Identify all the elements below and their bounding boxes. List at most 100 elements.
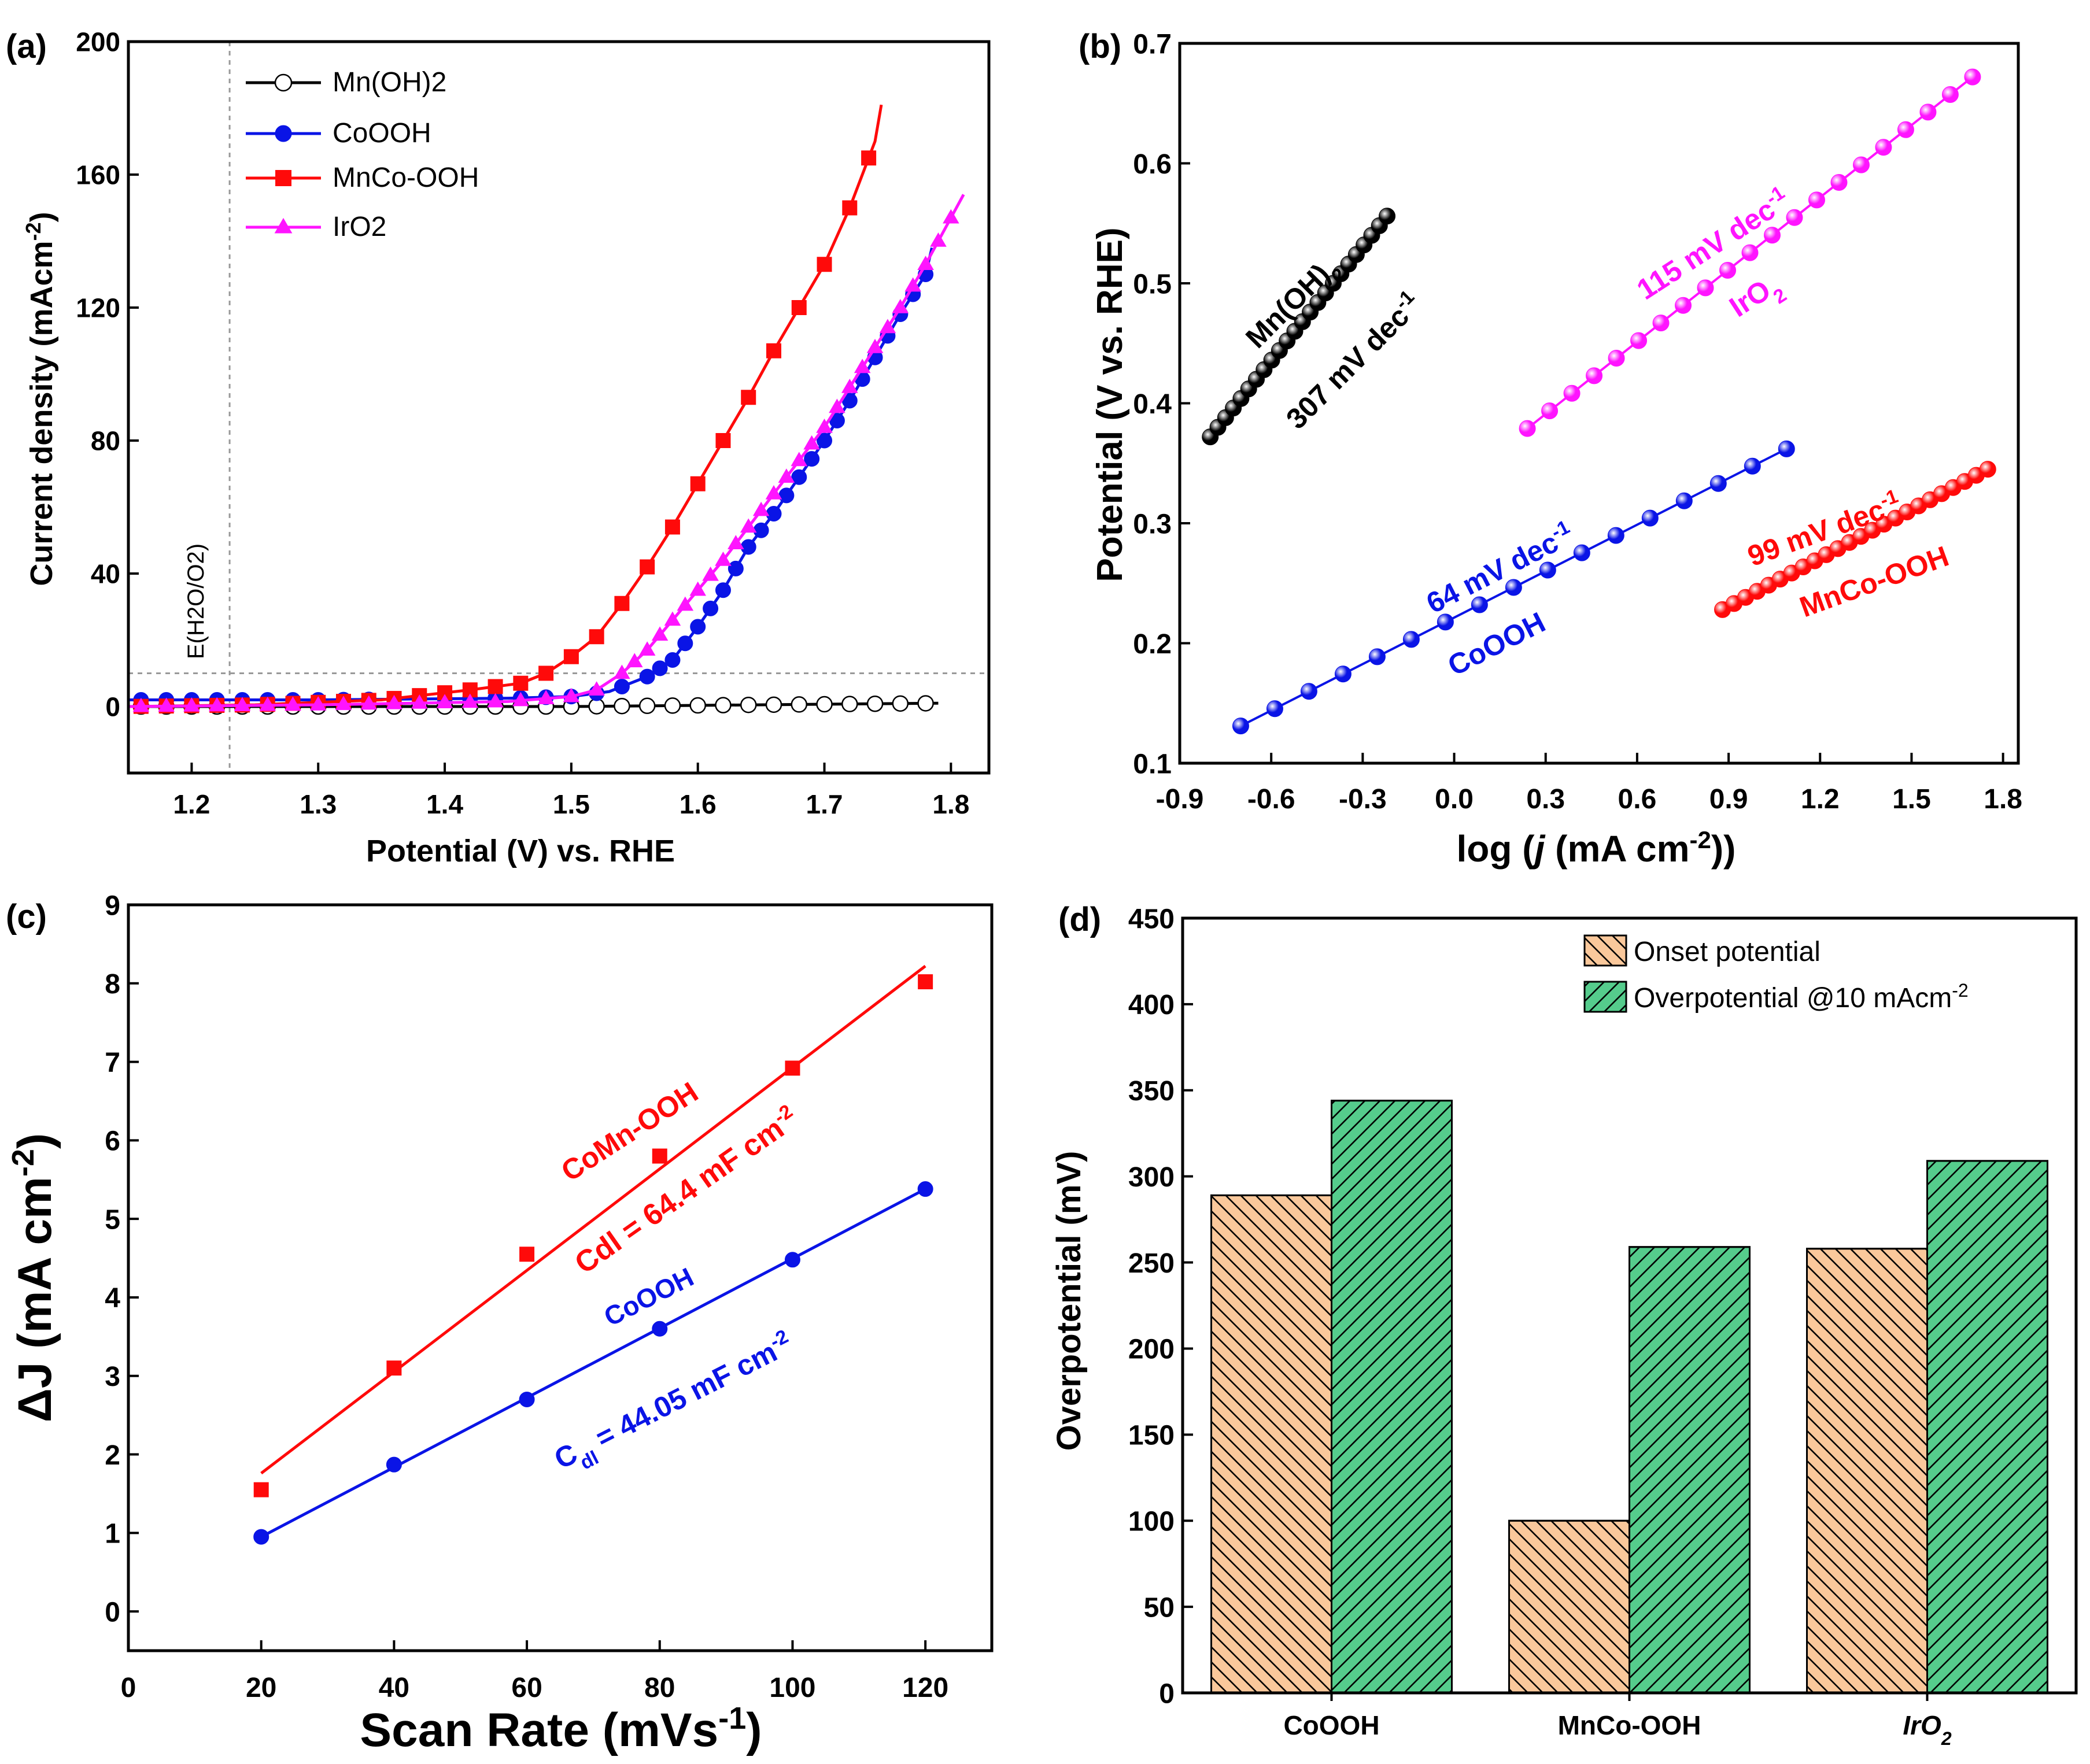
series-line: [128, 194, 965, 708]
panel-b-x-tick-label: 0.6: [1618, 784, 1657, 815]
series-line: [128, 247, 933, 701]
data-point: [740, 518, 757, 533]
label-coooh-c: CoOOH: [599, 1262, 699, 1332]
panel-a-plot: 1.2 1.3 1.4 1.5 1.6 1.7 1.8 0 40 80 120 160 200: [76, 27, 989, 819]
data-point: [892, 695, 909, 712]
panel-a-x-tick-label: 1.7: [806, 789, 843, 819]
panel-d-legend: Onset potential Overpotential @10 mAcm-2: [1583, 934, 1969, 1014]
data-point: [1709, 475, 1727, 492]
cap-comnooh: Cdl = 64.4 mF cm-2: [568, 1100, 804, 1281]
legend-onset-swatch-hatch: [1583, 934, 1627, 967]
label-coooh: CoOOH: [1443, 606, 1550, 682]
data-point: [1744, 457, 1761, 475]
panel-b-x-tick-label: 1.8: [1984, 784, 2022, 815]
data-point: [817, 257, 832, 272]
panel-a-frame: [127, 40, 991, 775]
panel-b-x-tick-label: 0.3: [1526, 784, 1565, 815]
panel-b-x-tick-label: 1.5: [1892, 784, 1931, 815]
panel-c-y-axis-label-base: ΔJ (mA cm: [9, 1177, 61, 1422]
fit-line: [260, 1188, 926, 1539]
panel-d-frame: [1181, 916, 2078, 1695]
data-point: [487, 693, 504, 708]
data-point: [1334, 665, 1352, 683]
data-point: [1941, 86, 1959, 103]
data-point: [253, 1482, 269, 1497]
series-MnCo-OOH: [1714, 461, 1996, 618]
category-base: MnCo-OOH: [1558, 1710, 1701, 1740]
data-point: [1300, 683, 1317, 700]
panel-b-x-tick-label: -0.9: [1156, 784, 1204, 815]
panel-c-label: (c): [6, 898, 47, 935]
panel-d-y-axis-label: Overpotential (mV): [1050, 1151, 1088, 1451]
data-point: [1808, 191, 1825, 209]
data-point: [1697, 279, 1714, 297]
legend-iro2: IrO2: [333, 212, 386, 242]
label-iro2-base: IrO: [1723, 273, 1776, 323]
data-point: [640, 559, 655, 575]
data-point: [791, 300, 807, 315]
panel-b-y-axis-label: Potential (V vs. RHE): [1090, 227, 1130, 582]
data-point: [1607, 527, 1624, 544]
bar-hatch-Overpotential @10 mAcm-2-CoOOH: [1331, 1100, 1453, 1694]
panel-d-y-tick-label: 0: [1159, 1678, 1175, 1709]
data-point: [753, 522, 769, 538]
panel-c-frame: [127, 903, 994, 1652]
panel-a-series-group: [128, 104, 965, 715]
panel-c-y-tick-label: 1: [105, 1519, 120, 1549]
panel-b-x-tick-label: -0.3: [1339, 784, 1387, 815]
data-point: [689, 697, 706, 714]
panel-c-plot: 0 20 40 60 80 100 120 0 1 2 3 4 5 6 7 8 9: [105, 890, 948, 1703]
data-point: [664, 519, 680, 535]
data-point: [1675, 297, 1692, 314]
panel-b-y-tick-label: 0.4: [1133, 389, 1172, 420]
data-point: [1437, 613, 1454, 631]
cap-coooh: Cdl = 44.05 mF cm-2: [548, 1325, 802, 1484]
panel-b-y-tick-label: 0.7: [1133, 29, 1172, 60]
panel-a-y-tick-label: 40: [91, 559, 120, 589]
panel-a-x-tick-label: 1.8: [932, 789, 969, 819]
data-point: [854, 358, 871, 373]
data-point: [1368, 648, 1386, 665]
series-IrO2: [128, 194, 965, 712]
data-point: [652, 1148, 667, 1164]
data-point: [1741, 244, 1759, 261]
data-point: [1539, 561, 1556, 579]
data-point: [1630, 332, 1648, 349]
data-point: [785, 1060, 800, 1076]
data-point: [1852, 156, 1870, 173]
data-point: [740, 696, 757, 713]
panel-d-y-tick-label: 200: [1128, 1334, 1175, 1365]
panel-a-y-tick-label: 120: [76, 293, 120, 323]
panel-a-y-tick-label: 200: [76, 27, 120, 57]
data-point: [1471, 596, 1488, 613]
data-point: [917, 256, 934, 270]
panel-a-y-tick-label: 160: [76, 160, 120, 190]
panel-c-y-tick-label: 3: [105, 1362, 120, 1392]
data-point: [917, 695, 934, 712]
data-point: [436, 694, 453, 709]
bar-hatch-Onset potential-IrO2: [1806, 1248, 1928, 1694]
series-line: [128, 104, 883, 708]
panel-a-x-tick-label: 1.2: [173, 789, 210, 819]
data-point: [234, 697, 251, 712]
data-point: [803, 435, 820, 450]
panel-c-x-tick-label: 40: [379, 1673, 409, 1703]
panel-b-y-tick-label: 0.6: [1133, 149, 1172, 180]
data-point: [677, 596, 694, 611]
data-point: [614, 596, 630, 611]
panel-a-y-axis-label-close: ): [24, 212, 59, 222]
panel-c-y-tick-label: 6: [105, 1126, 120, 1157]
data-point: [651, 626, 669, 641]
data-point: [879, 319, 896, 334]
label-comnooh: CoMn-OOH: [555, 1076, 703, 1188]
legend-marker: [274, 73, 293, 92]
panel-a-y-axis-label-sup: -2: [21, 222, 45, 241]
panel-d-category-label: MnCo-OOH: [1558, 1710, 1701, 1740]
panel-c-y-axis-label: ΔJ (mA cm-2): [6, 1133, 61, 1422]
data-point: [664, 611, 681, 626]
data-point: [1786, 209, 1803, 226]
legend-marker: [275, 125, 292, 142]
panel-c-y-axis-label-sup: -2: [6, 1149, 40, 1177]
data-point: [861, 150, 877, 166]
panel-a: (a) 1.2 1.3 1.4 1.5 1.6 1.7 1.804080120160200 …: [6, 27, 991, 868]
